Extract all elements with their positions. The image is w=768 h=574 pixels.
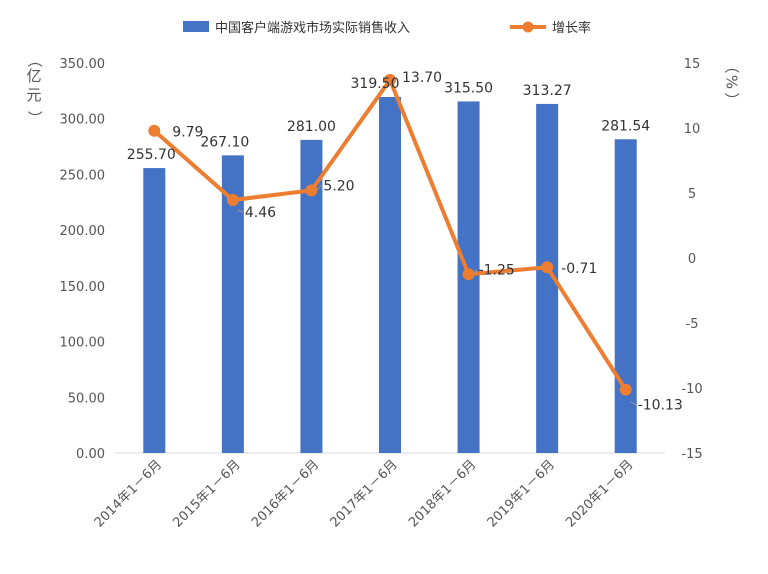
growth-value-label: 13.70 [402, 70, 442, 86]
bar [536, 103, 559, 454]
y-left-tick-label: 250.00 [60, 168, 106, 183]
y-left-unit-char-2: 元 [26, 86, 41, 104]
y-right-tick-label: -5 [686, 317, 699, 332]
y-left-tick-label: 0.00 [76, 447, 105, 462]
growth-point [305, 184, 318, 197]
legend-bar-label: 中国客户端游戏市场实际销售收入 [215, 20, 410, 36]
bar-value-label: 255.70 [127, 147, 176, 163]
growth-value-label: 5.20 [323, 178, 354, 194]
y-left-ticks: 0.00 50.00 100.00 150.00 200.00 250.00 300.00 3… [60, 57, 106, 462]
y-right-tick-label: -10 [681, 382, 702, 397]
y-left-tick-label: 100.00 [60, 336, 106, 351]
bar-value-label: 281.00 [287, 119, 336, 135]
y-left-tick-label: 200.00 [60, 224, 106, 239]
svg-text:）: ） [26, 110, 44, 125]
bar-value-label: 313.27 [523, 83, 572, 99]
svg-text:）: ） [723, 92, 741, 107]
bar [143, 168, 166, 453]
y-right-unit-char: % [723, 75, 741, 89]
growth-point [619, 383, 632, 396]
growth-value-label: -10.13 [638, 398, 683, 414]
bar [614, 139, 637, 453]
growth-value-label: -0.71 [561, 261, 597, 277]
bar [379, 96, 401, 453]
y-right-tick-label: 0 [688, 252, 696, 267]
y-left-tick-label: 300.00 [60, 113, 106, 128]
line-label-leader [316, 185, 322, 191]
legend-line-marker [522, 21, 534, 33]
y-left-unit-char-1: 亿 [26, 67, 41, 85]
line-data-labels: 9.79 4.46 5.20 13.70 -1.25 -0.71 -10.13 [172, 70, 683, 414]
y-left-tick-label: 350.00 [60, 57, 106, 72]
y-left-unit: （ 亿 元 ） [26, 52, 44, 125]
y-right-tick-label: 15 [684, 57, 701, 72]
bar-value-label: 267.10 [200, 134, 249, 150]
growth-value-label: 9.79 [172, 125, 203, 141]
legend-line-label: 增长率 [552, 20, 591, 36]
line-label-leader [630, 401, 636, 406]
growth-point [226, 194, 239, 207]
svg-text:（: （ [26, 52, 44, 67]
growth-point [148, 124, 161, 137]
y-left-tick-label: 150.00 [60, 280, 106, 295]
bar [221, 155, 244, 454]
bar-value-label: 315.50 [444, 80, 493, 96]
bar-value-label: 281.54 [601, 118, 650, 134]
y-right-tick-label: 5 [688, 187, 696, 202]
y-left-tick-label: 50.00 [68, 391, 105, 406]
line-series [148, 73, 632, 396]
legend-bar-swatch [183, 21, 209, 32]
y-right-tick-label: -15 [681, 447, 702, 462]
growth-point [384, 73, 396, 86]
line-label-leader [237, 209, 244, 213]
growth-value-label: 4.46 [245, 205, 276, 221]
legend: 中国客户端游戏市场实际销售收入 增长率 [183, 20, 591, 36]
svg-text:（: （ [723, 58, 741, 73]
growth-value-label: -1.25 [479, 262, 515, 278]
y-right-ticks: -15 -10 -5 0 5 10 15 [681, 57, 702, 462]
growth-point [462, 268, 475, 281]
bar [300, 139, 323, 453]
y-right-unit: （ % ） [723, 58, 741, 107]
y-right-tick-label: 10 [684, 122, 701, 137]
bar-data-labels: 255.70 267.10 281.00 319.50 315.50 313.27 281.… [127, 76, 651, 163]
bar-value-label: 319.50 [351, 76, 400, 92]
line-label-leader [473, 268, 478, 275]
growth-point [541, 261, 554, 274]
